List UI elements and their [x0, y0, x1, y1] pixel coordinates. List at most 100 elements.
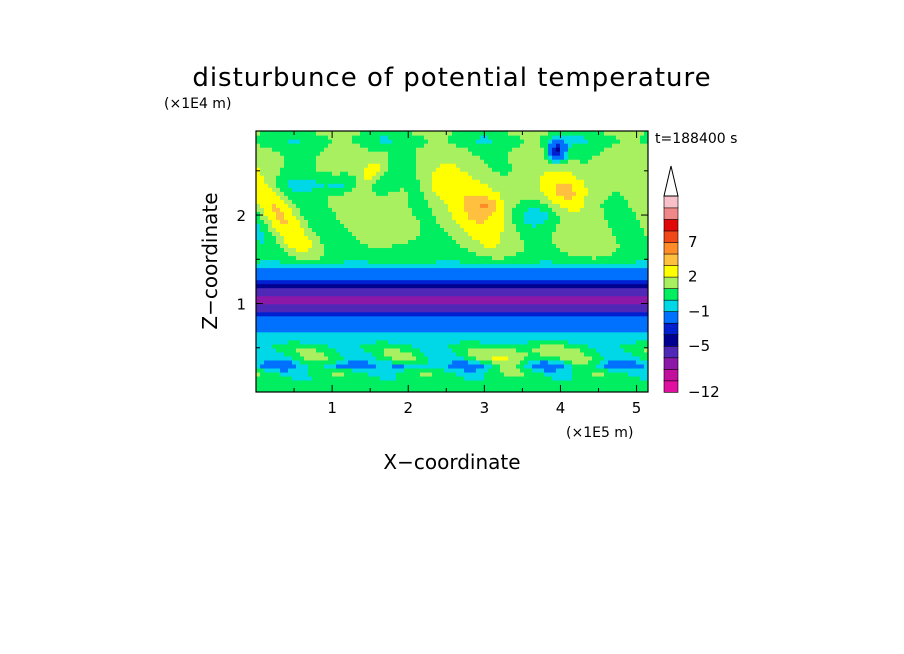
contour-cell — [256, 155, 261, 160]
contour-cell — [456, 339, 461, 345]
contour-cell — [412, 319, 417, 325]
contour-cell — [540, 267, 545, 273]
contour-cell — [320, 291, 325, 297]
contour-cell — [324, 207, 329, 212]
contour-cell — [332, 315, 337, 321]
contour-cell — [484, 351, 489, 357]
contour-cell — [304, 255, 309, 261]
contour-cell — [388, 379, 393, 385]
contour-cell — [420, 263, 425, 269]
contour-cell — [480, 267, 485, 273]
contour-cell — [552, 259, 557, 265]
contour-cell — [364, 131, 369, 136]
contour-cell — [380, 331, 385, 337]
contour-cell — [276, 187, 281, 192]
contour-cell — [468, 379, 473, 385]
contour-cell — [340, 187, 345, 192]
contour-cell — [336, 207, 341, 212]
contour-cell — [504, 207, 509, 212]
contour-cell — [264, 311, 269, 317]
contour-cell — [392, 299, 397, 305]
contour-cell — [496, 195, 501, 200]
contour-cell — [264, 331, 269, 337]
contour-cell — [428, 131, 433, 136]
contour-cell — [396, 279, 401, 285]
contour-cell — [352, 279, 357, 285]
contour-cell — [284, 211, 289, 216]
contour-cell — [400, 255, 405, 261]
contour-cell — [280, 367, 285, 373]
contour-cell — [552, 239, 557, 245]
contour-cell — [548, 239, 553, 245]
contour-cell — [552, 247, 557, 253]
contour-cell — [324, 379, 329, 385]
contour-cell — [472, 311, 477, 317]
contour-cell — [396, 323, 401, 329]
contour-cell — [544, 279, 549, 285]
contour-cell — [292, 207, 297, 212]
contour-cell — [348, 363, 353, 369]
contour-cell — [336, 311, 341, 317]
contour-cell — [536, 199, 541, 204]
contour-cell — [488, 355, 493, 361]
contour-cell — [380, 371, 385, 377]
contour-cell — [336, 323, 341, 329]
contour-cell — [436, 355, 441, 361]
contour-cell — [372, 327, 377, 333]
contour-cell — [512, 371, 517, 377]
contour-cell — [372, 179, 377, 184]
contour-cell — [348, 379, 353, 385]
contour-cell — [504, 183, 509, 188]
contour-cell — [528, 319, 533, 325]
contour-cell — [436, 199, 441, 204]
contour-cell — [540, 343, 545, 349]
contour-cell — [480, 351, 485, 357]
contour-cell — [376, 275, 381, 281]
contour-cell — [256, 335, 261, 341]
contour-cell — [316, 151, 321, 156]
contour-cell — [316, 263, 321, 269]
contour-cell — [340, 247, 345, 253]
contour-cell — [396, 183, 401, 188]
contour-cell — [496, 367, 501, 373]
contour-cell — [488, 267, 493, 273]
contour-cell — [468, 263, 473, 269]
contour-cell — [444, 167, 449, 172]
contour-cell — [536, 319, 541, 325]
contour-cell — [444, 255, 449, 261]
contour-cell — [472, 175, 477, 180]
contour-cell — [500, 143, 505, 148]
contour-cell — [352, 139, 357, 144]
contour-cell — [556, 215, 561, 220]
contour-cell — [272, 223, 277, 228]
contour-cell — [432, 147, 437, 152]
contour-cell — [296, 371, 301, 377]
contour-cell — [364, 267, 369, 273]
contour-cell — [344, 295, 349, 301]
contour-cell — [256, 283, 261, 289]
contour-cell — [396, 151, 401, 156]
contour-cell — [496, 219, 501, 224]
contour-cell — [444, 139, 449, 144]
contour-cell — [364, 351, 369, 357]
contour-cell — [384, 295, 389, 301]
contour-cell — [256, 151, 261, 156]
contour-cell — [276, 315, 281, 321]
contour-cell — [312, 263, 317, 269]
contour-cell — [556, 283, 561, 289]
contour-cell — [388, 171, 393, 176]
contour-cell — [416, 131, 421, 136]
contour-cell — [508, 203, 513, 208]
contour-cell — [332, 159, 337, 164]
contour-cell — [388, 323, 393, 329]
contour-cell — [408, 287, 413, 293]
contour-cell — [356, 375, 361, 381]
contour-cell — [492, 247, 497, 253]
contour-cell — [420, 339, 425, 345]
contour-cell — [344, 279, 349, 285]
contour-cell — [472, 367, 477, 373]
contour-cell — [536, 271, 541, 277]
contour-cell — [520, 151, 525, 156]
contour-cell — [304, 175, 309, 180]
contour-cell — [500, 155, 505, 160]
